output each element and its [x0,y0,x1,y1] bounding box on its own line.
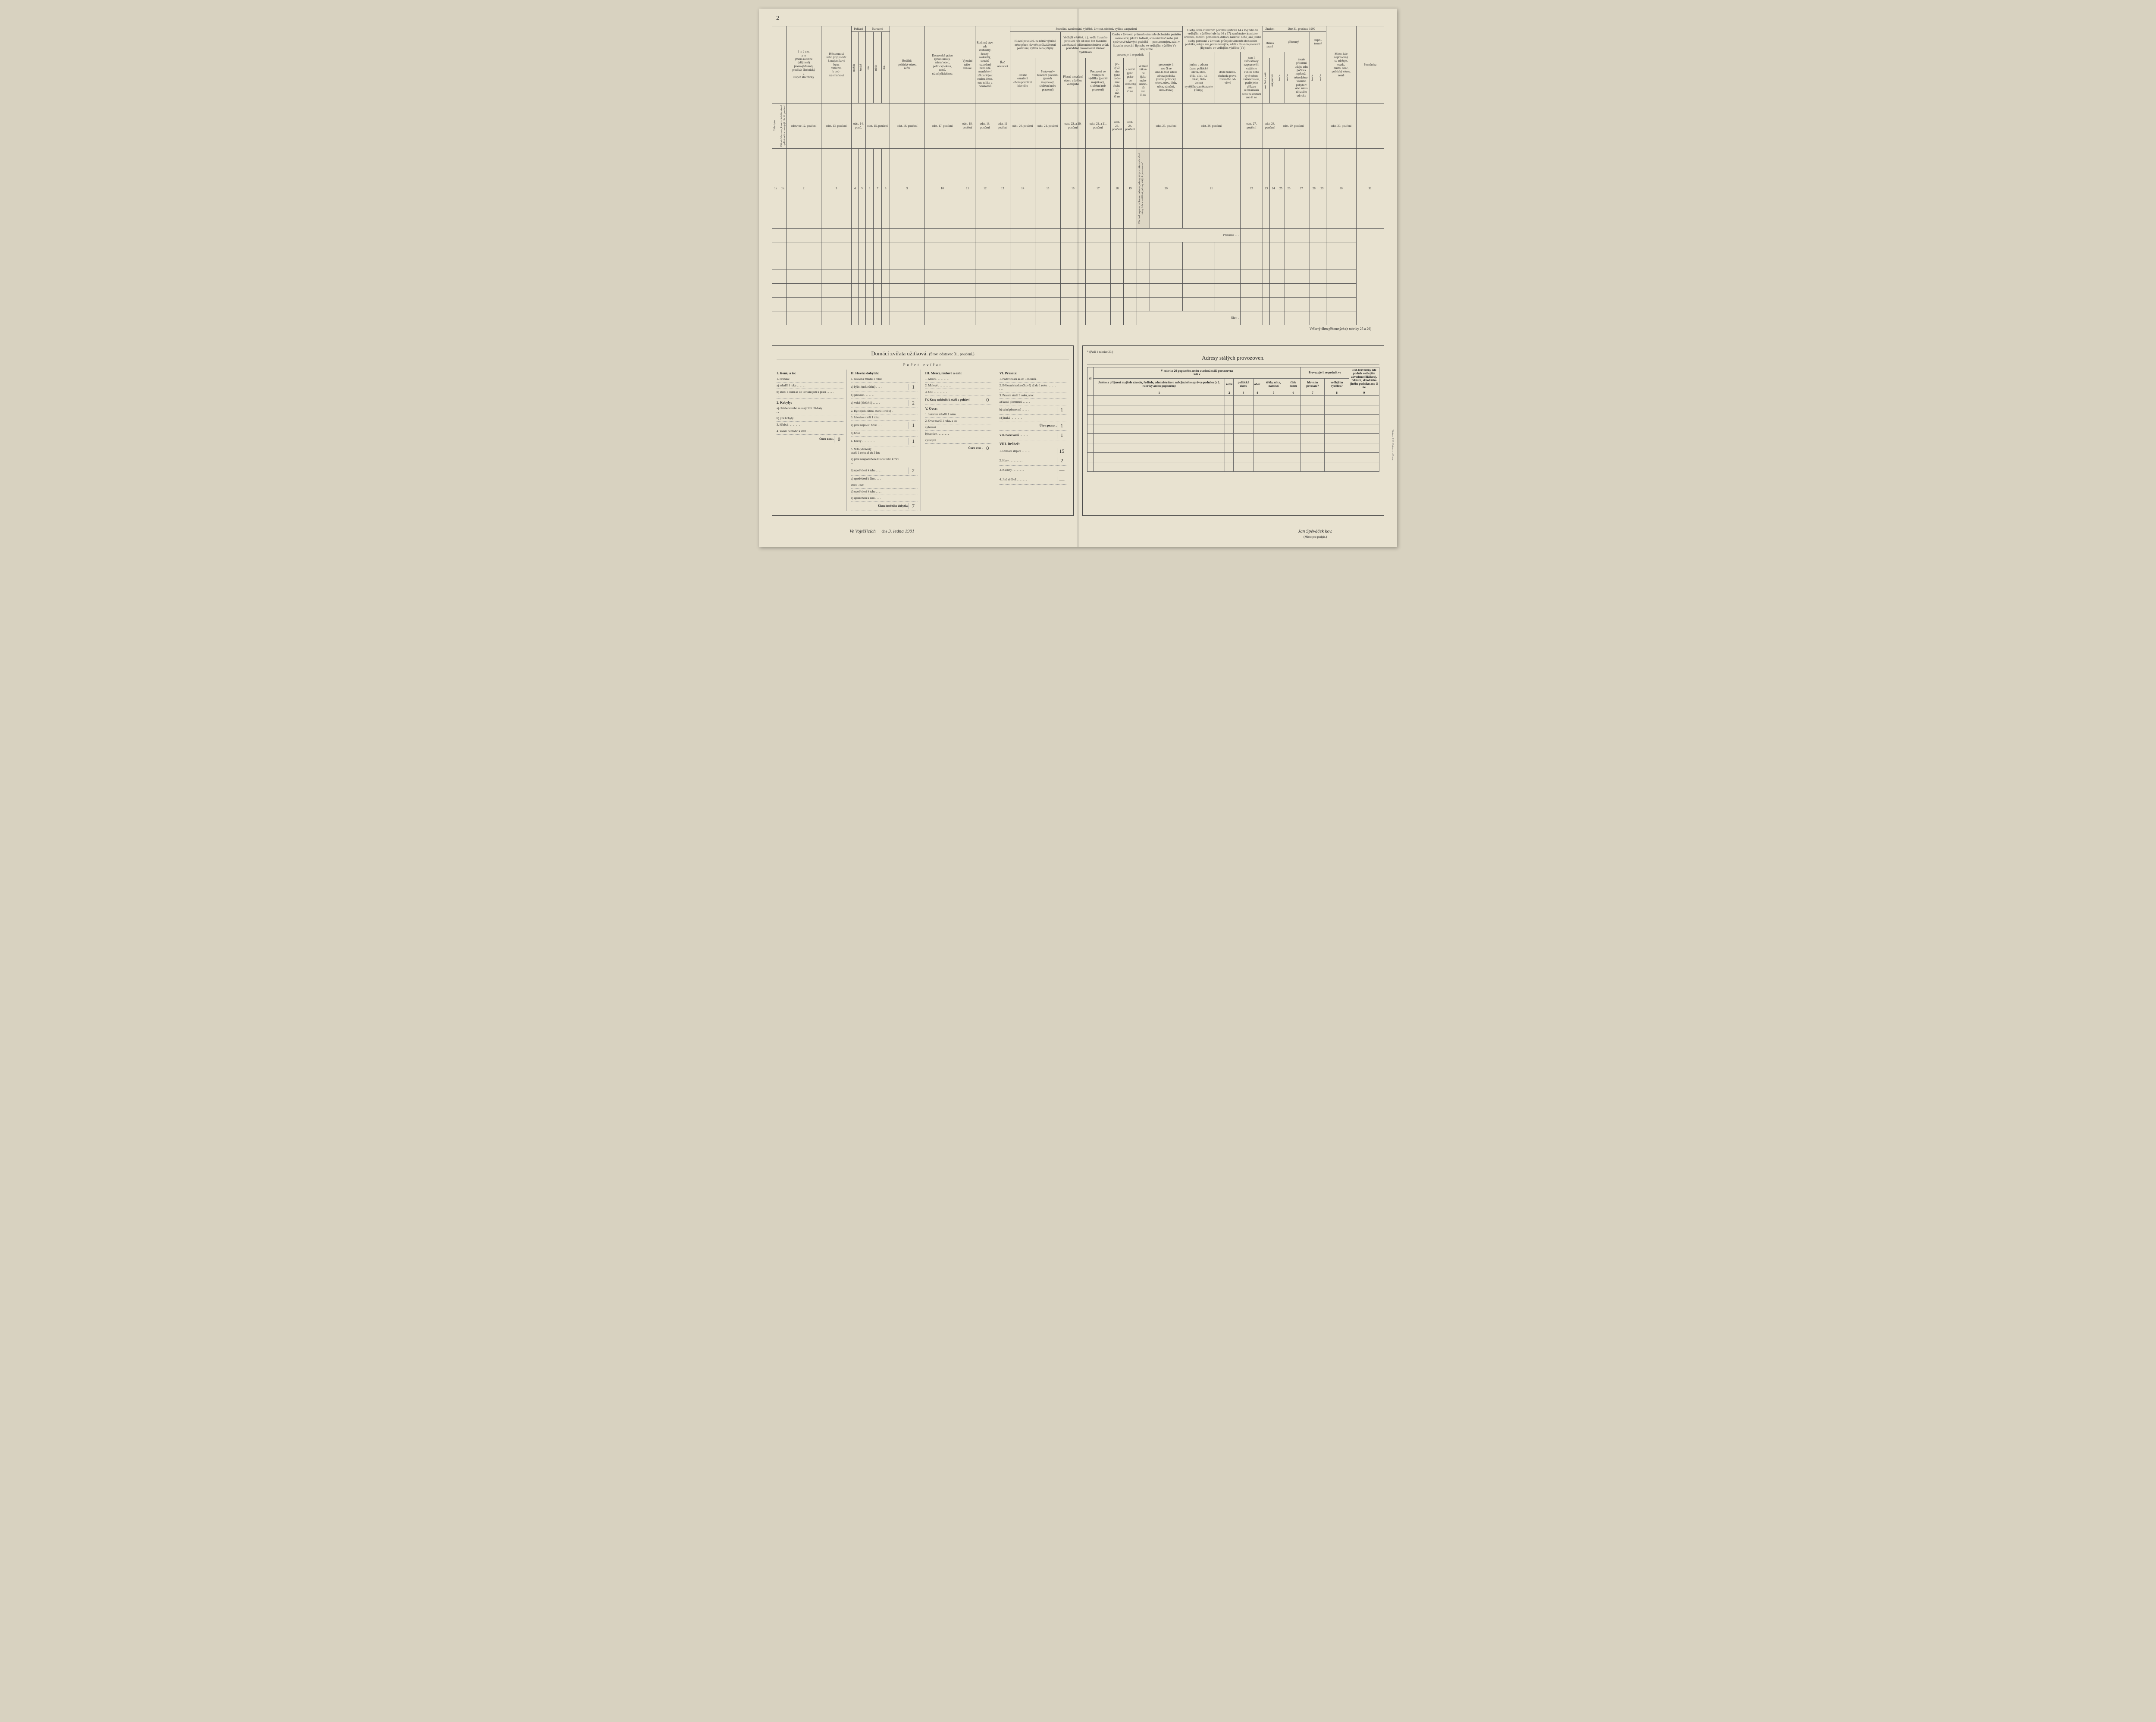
col-domov: Domovské právo (příslušnost), místní obe… [925,26,960,104]
prenaska-label: Přenáška . . . [1137,228,1240,242]
table-row: Úhrn . [772,311,1384,325]
col-vyznani: Vyznání nábo- ženské [960,26,975,104]
col-18a: při-bývá- ním (jako podo- mní obcho- d) … [1111,58,1124,103]
col-poznamka: Poznámka [1356,26,1384,104]
col-presne1: Přesné označení oboru povolání hlavního [1010,58,1035,103]
col-cteni: čtení a psaní [1263,32,1277,58]
table-row [1087,405,1379,414]
total-footer: Veškerý úhrn přítomných (z rubriky 25 a … [772,325,1384,332]
animals-panel: Domácí zvířata užitková. (Srov. odstavec… [772,345,1074,516]
signature-line: Ve Vojtěšicích dne 3. ledna 1901 Jan Spě… [772,529,1384,539]
table-row [1087,395,1379,405]
col-provozuje: provozuje-li se podnik [1111,52,1150,58]
main-table-head: J m é n o, a to jméno rodinné (příjmení)… [772,26,1384,229]
col-18b: v domě (jako práce po domech) ano či ne [1124,58,1137,103]
addr-note: * (Patří k rubrice 20.) [1087,350,1379,354]
table-row [772,283,1384,297]
main-census-table: J m é n o, a to jméno rodinné (příjmení)… [772,26,1384,325]
grp-znalost: Znalost [1263,26,1277,32]
table-row [1087,462,1379,471]
col-muzske: mužské [853,46,856,89]
col-19: ve stálé zákaz- ně (jako malo- obcho- d)… [1137,58,1150,103]
addresses-panel: * (Patří k rubrice 20.) Adresy stálých p… [1082,345,1384,516]
table-row [772,256,1384,270]
animals-title: Domácí zvířata užitková. (Srov. odstavec… [777,350,1069,360]
animals-col-4: VI. Prasata: 1. Podsvinčata až do 3 měsí… [1000,370,1069,511]
col-mesic: měsíc [875,46,878,89]
table-row [1087,424,1379,433]
col-trvale: trvale přítomní udejte zde: počátek nepř… [1293,52,1310,103]
animals-col-1: I. Koně, a to: 1. Hříbata: a) mladší 1 r… [777,370,846,511]
addresses-table: čí V rubrice 20 popisného archu uvedená … [1087,367,1379,472]
col-den: den [883,46,886,89]
printer-credit: Tiskem F. B. Batovce v Praze. [1391,430,1394,461]
table-row [1087,443,1379,452]
col-jmeno: J m é n o, a to jméno rodinné (příjmení)… [786,26,821,104]
col-postaveni1: Postavení v hlavním povolání (poměr maje… [1035,58,1060,103]
table-row [1087,414,1379,424]
table-row: Přenáška . . . [772,228,1384,242]
lower-section: Domácí zvířata užitková. (Srov. odstavec… [772,345,1384,516]
table-row [772,270,1384,283]
signature-name: Jan Spěváček kov. (Místo pro podpis.) [1298,529,1385,539]
grp-narozeni: Narození [865,26,890,32]
col-misto: Místo, kde nepřítomný se zdržuje, osada,… [1326,26,1356,104]
animals-col-3: III. Mezci, mulové a osli: 1. Mezci . . … [925,370,995,511]
col-pribuzenstvi: Příbuzenství nebo jiný poměr k majetníko… [821,26,852,104]
main-table-body: Přenáška . . . Úhrn . [772,228,1384,325]
col-stav: Rodinný stav, zda svobodný, ženatý, ovdo… [975,26,995,104]
col-postaveni2: Postavení ve vedlejším výdělku (poměr ma… [1085,58,1110,103]
col-nepritomny: nepří-tomný [1310,32,1326,52]
col-vedlejsi: Vedlejší výdělek, t. j. vedle hlavního p… [1060,32,1110,58]
col-zenske: ženské [860,46,863,89]
col-hlavni: Hlavní povolání, na němž výlučně nebo př… [1010,32,1060,58]
col-druh: druh živnosti, obchodu provo- zovaného o… [1215,52,1240,103]
col-presne2: Přesné označení oboru výdělku vedlejšího [1060,58,1085,103]
col-pritomny: přítomný [1277,32,1310,52]
signature-place: Ve Vojtěšicích dne 3. ledna 1901 [772,529,915,539]
column-numbers: 1a 1b 2 3 4 5 6 7 8 9 10 11 12 13 14 15 … [772,148,1384,228]
addresses-title: Adresy stálých provozoven. [1087,354,1379,364]
grp-pohlavi: Pohlaví [852,26,866,32]
census-sheet: 2 J m é n o, a to jméno rodinné (příjmen… [759,9,1397,547]
animals-subtitle: Počet zvířat [777,363,1069,370]
col-rec: Řeč obcovací [995,26,1010,104]
page-number: 2 [776,15,779,22]
grp-povolani: Povolání, zaměstnání, výdělek, živnost, … [1010,26,1183,32]
col-rodiste: Rodiště, politický okres, země [890,26,925,104]
col-osoby1: Osoby v živnosti, průmyslovém neb obchod… [1111,32,1183,52]
col-jmeno-adresa: jméno a adresu (zemi politický okres, ob… [1182,52,1215,103]
uhrn-label: Úhrn . [1137,311,1240,325]
col-rok: rok [867,46,870,89]
table-row [1087,433,1379,443]
table-row [772,242,1384,256]
animals-col-2: II. Hovězí dobytek: 1. Jalovina mladší 1… [851,370,921,511]
col-osoby2: Osoby, které v hlavním povolání (rubrika… [1182,26,1263,52]
table-row [1087,452,1379,462]
table-row [772,297,1384,311]
col-adresa: provozuje-li ano či ne Ano-li, buď udána… [1150,52,1182,103]
col-zamest: jsou-li zaměstnány na pracovišti vzdálen… [1240,52,1263,103]
grp-dne: Dne 31. prosince 1900 [1277,26,1326,32]
col-vertical-note: Zde buď zapsáno toliko ano nebo ne, adre… [1138,150,1144,227]
